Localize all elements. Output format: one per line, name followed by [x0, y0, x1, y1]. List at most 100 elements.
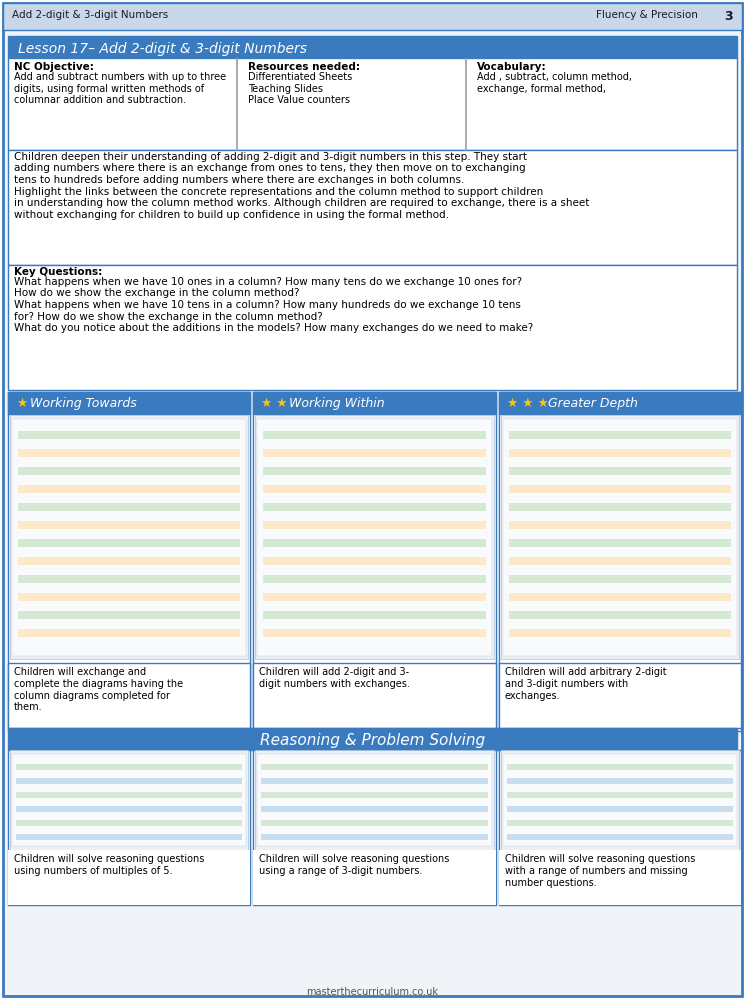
Bar	[263, 449, 486, 457]
Bar	[18, 467, 241, 475]
Bar	[263, 629, 486, 637]
Bar	[509, 557, 731, 565]
Bar	[509, 611, 731, 619]
Bar	[18, 593, 241, 601]
Bar	[8, 728, 737, 750]
Bar	[263, 503, 486, 511]
Bar	[509, 431, 731, 439]
Bar	[18, 593, 241, 601]
Bar	[501, 415, 739, 659]
Bar	[16, 834, 242, 840]
Text: Children deepen their understanding of adding 2-digit and 3-digit numbers in thi: Children deepen their understanding of a…	[14, 152, 590, 220]
Bar	[16, 806, 242, 812]
Bar	[18, 539, 241, 547]
Bar	[509, 485, 731, 493]
Bar	[263, 557, 486, 565]
Bar	[18, 521, 241, 529]
Bar	[509, 503, 731, 511]
Text: Add 2-digit & 3-digit Numbers: Add 2-digit & 3-digit Numbers	[12, 10, 168, 20]
Bar	[263, 485, 486, 493]
Bar	[263, 575, 486, 583]
Text: Reasoning & Problem Solving: Reasoning & Problem Solving	[260, 733, 485, 748]
Bar	[254, 392, 496, 731]
Bar	[254, 750, 496, 905]
Bar	[509, 503, 731, 511]
Bar	[263, 467, 486, 475]
Bar	[18, 557, 241, 565]
Bar	[499, 663, 741, 728]
Text: Working Within: Working Within	[289, 397, 385, 410]
Text: Greater Depth: Greater Depth	[548, 397, 638, 410]
Bar	[263, 521, 486, 529]
Bar	[18, 539, 241, 547]
Text: NC Objective:: NC Objective:	[14, 62, 94, 72]
Bar	[18, 503, 241, 511]
Bar	[8, 663, 250, 728]
Bar	[254, 850, 496, 905]
Bar	[18, 629, 241, 637]
Bar	[8, 392, 250, 731]
Bar	[263, 611, 486, 619]
Bar	[509, 539, 731, 547]
Bar	[499, 392, 741, 731]
Bar	[263, 593, 486, 601]
Bar	[18, 467, 241, 475]
Bar	[255, 415, 494, 659]
Bar	[509, 467, 731, 475]
Text: Children will solve reasoning questions
using a range of 3-digit numbers.: Children will solve reasoning questions …	[260, 854, 450, 876]
Bar	[506, 806, 733, 812]
Bar	[3, 3, 742, 30]
Bar	[263, 503, 486, 511]
Text: Key Questions:: Key Questions:	[14, 267, 102, 277]
Text: masterthecurriculum.co.uk: masterthecurriculum.co.uk	[307, 987, 439, 997]
Text: Working Towards: Working Towards	[30, 397, 136, 410]
Text: Children will solve reasoning questions
using numbers of multiples of 5.: Children will solve reasoning questions …	[14, 854, 204, 876]
Bar	[16, 778, 242, 784]
Bar	[509, 557, 731, 565]
Bar	[261, 806, 488, 812]
Bar	[236, 58, 238, 150]
Text: Children will solve reasoning questions
with a range of numbers and missing
numb: Children will solve reasoning questions …	[505, 854, 695, 888]
Bar	[8, 392, 250, 414]
Bar	[18, 431, 241, 439]
Bar	[499, 850, 741, 905]
Bar	[18, 521, 241, 529]
Bar	[12, 754, 246, 846]
Bar	[263, 449, 486, 457]
Bar	[254, 392, 496, 414]
Bar	[18, 557, 241, 565]
Bar	[16, 764, 242, 770]
Bar	[509, 449, 731, 457]
Bar	[8, 265, 737, 390]
Bar	[263, 431, 486, 439]
Bar	[506, 834, 733, 840]
Bar	[263, 539, 486, 547]
Bar	[261, 778, 488, 784]
Bar	[263, 539, 486, 547]
Bar	[503, 754, 737, 846]
Bar	[8, 58, 737, 150]
Bar	[18, 503, 241, 511]
Bar	[263, 467, 486, 475]
Bar	[18, 449, 241, 457]
Text: ★: ★	[16, 397, 27, 410]
Bar	[8, 36, 737, 58]
Bar	[18, 431, 241, 439]
Bar	[257, 754, 492, 846]
Bar	[261, 792, 488, 798]
Bar	[506, 792, 733, 798]
Bar	[16, 820, 242, 826]
Bar	[16, 792, 242, 798]
Bar	[499, 392, 741, 414]
Text: Fluency & Precision: Fluency & Precision	[596, 10, 698, 20]
Bar	[501, 750, 739, 850]
Bar	[255, 750, 494, 850]
Bar	[18, 575, 241, 583]
Bar	[263, 485, 486, 493]
Text: ★ ★ ★: ★ ★ ★	[506, 397, 548, 410]
Text: Resources needed:: Resources needed:	[248, 62, 360, 72]
Bar	[257, 419, 492, 656]
Bar	[261, 764, 488, 770]
Bar	[509, 611, 731, 619]
Text: Children will add 2-digit and 3-
digit numbers with exchanges.: Children will add 2-digit and 3- digit n…	[260, 667, 410, 689]
